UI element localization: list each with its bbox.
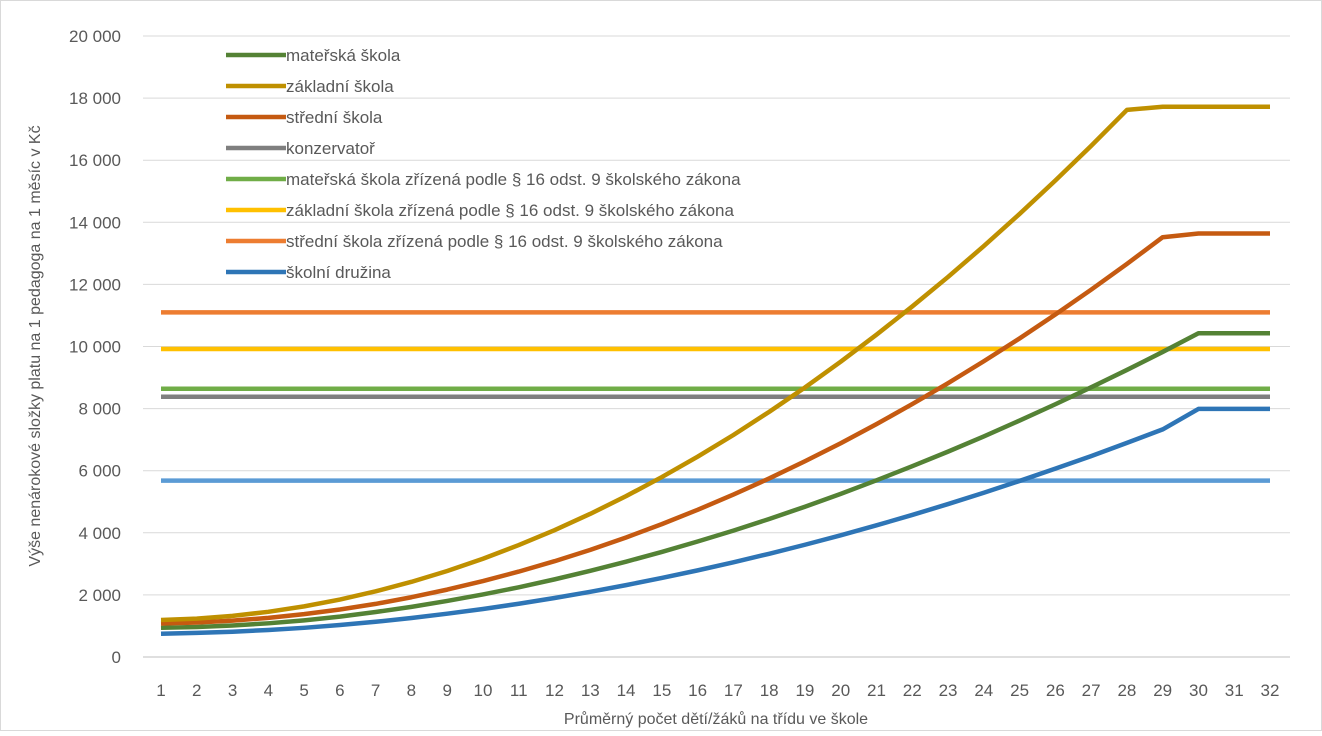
- x-tick-label: 14: [617, 681, 636, 700]
- x-tick-label: 29: [1153, 681, 1172, 700]
- x-tick-label: 22: [903, 681, 922, 700]
- x-tick-label: 25: [1010, 681, 1029, 700]
- x-tick-label: 5: [299, 681, 308, 700]
- x-tick-label: 16: [688, 681, 707, 700]
- x-tick-label: 2: [192, 681, 201, 700]
- x-axis-ticks: 1 2 3 4 5 6 7 8 9 10 11 12 13 14 15 16 17 18 19 20 21 22 23 24 2…: [156, 681, 1279, 700]
- y-tick-label: 6 000: [78, 462, 121, 481]
- x-tick-label: 8: [407, 681, 416, 700]
- y-tick-label: 16 000: [69, 151, 121, 170]
- y-axis-ticks: 0 2 000 4 000 6 000 8 000 10 000 12 000 14 000 1…: [69, 27, 121, 667]
- y-tick-label: 14 000: [69, 213, 121, 232]
- legend: mateřská škola základní škola střední škol…: [226, 46, 741, 282]
- x-tick-label: 1: [156, 681, 165, 700]
- x-tick-label: 9: [442, 681, 451, 700]
- series-line: [160, 104, 1270, 623]
- x-tick-label: 6: [335, 681, 344, 700]
- x-tick-label: 3: [228, 681, 237, 700]
- x-tick-label: 15: [652, 681, 671, 700]
- x-tick-label: 24: [974, 681, 993, 700]
- x-tick-label: 10: [474, 681, 493, 700]
- y-tick-label: 2 000: [78, 586, 121, 605]
- series-line: [160, 406, 1270, 636]
- legend-label: mateřská škola zřízená podle § 16 odst. …: [286, 170, 741, 189]
- y-tick-label: 18 000: [69, 89, 121, 108]
- x-tick-label: 13: [581, 681, 600, 700]
- x-tick-label: 18: [760, 681, 779, 700]
- legend-label: konzervatoř: [286, 139, 375, 158]
- x-tick-label: 27: [1082, 681, 1101, 700]
- legend-label: střední škola zřízená podle § 16 odst. 9…: [286, 232, 723, 251]
- legend-label: mateřská škola: [286, 46, 401, 65]
- y-tick-label: 4 000: [78, 524, 121, 543]
- x-tick-label: 31: [1225, 681, 1244, 700]
- x-tick-label: 20: [831, 681, 850, 700]
- series-line: [160, 231, 1270, 626]
- x-tick-label: 7: [371, 681, 380, 700]
- x-tick-label: 17: [724, 681, 743, 700]
- series-lines: [160, 104, 1270, 636]
- x-tick-label: 4: [264, 681, 273, 700]
- y-axis-label: Výše nenárokové složky platu na 1 pedago…: [27, 125, 44, 566]
- x-axis-label: Průměrný počet dětí/žáků na třídu ve ško…: [564, 710, 868, 728]
- x-tick-label: 11: [510, 681, 528, 700]
- y-tick-label: 10 000: [69, 338, 121, 357]
- x-tick-label: 23: [939, 681, 958, 700]
- y-tick-label: 20 000: [69, 27, 121, 46]
- x-tick-label: 19: [795, 681, 814, 700]
- legend-label: základní škola zřízená podle § 16 odst. …: [286, 201, 734, 220]
- series-line: [160, 331, 1270, 631]
- x-tick-label: 21: [867, 681, 886, 700]
- legend-label: školní družina: [286, 263, 391, 282]
- y-tick-label: 12 000: [69, 275, 121, 294]
- x-tick-label: 28: [1117, 681, 1136, 700]
- x-tick-label: 12: [545, 681, 564, 700]
- x-tick-label: 30: [1189, 681, 1208, 700]
- legend-label: střední škola: [286, 108, 383, 127]
- legend-label: základní škola: [286, 77, 394, 96]
- y-tick-label: 0: [112, 648, 121, 667]
- x-tick-label: 32: [1261, 681, 1280, 700]
- x-tick-label: 26: [1046, 681, 1065, 700]
- y-tick-label: 8 000: [78, 400, 121, 419]
